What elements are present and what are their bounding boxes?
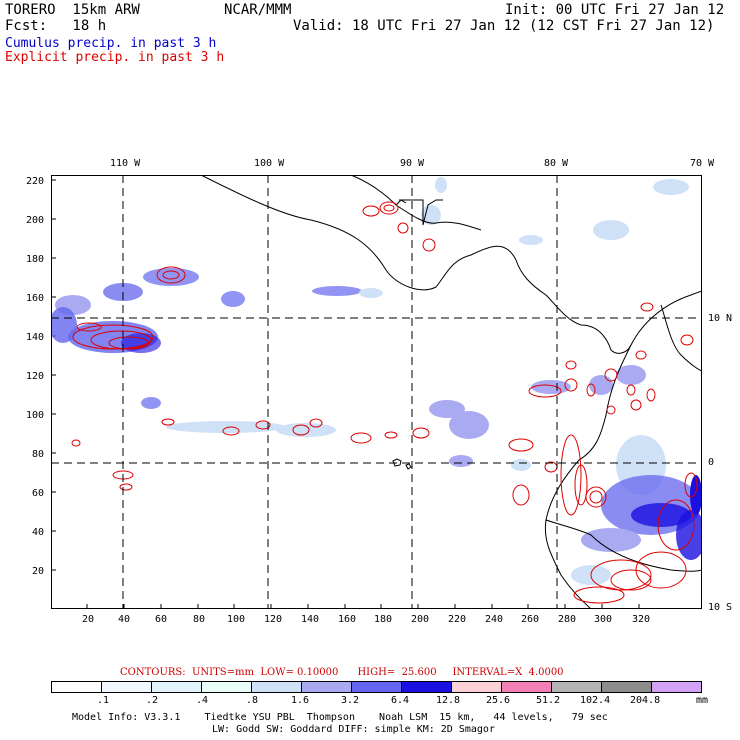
legend-swatch <box>552 682 602 692</box>
legend-swatch <box>302 682 352 692</box>
x-tick: 200 <box>411 614 430 625</box>
lon-label-110w: 110 W <box>110 158 141 169</box>
contours-info: CONTOURS: UNITS=mm LOW= 0.10000 HIGH= 25… <box>120 667 564 678</box>
y-tick: 160 <box>26 293 45 304</box>
coastlines <box>200 175 702 609</box>
x-tick: 100 <box>227 614 246 625</box>
x-tick: 40 <box>118 614 131 625</box>
lon-label-100w: 100 W <box>254 158 285 169</box>
y-tick: 140 <box>26 332 45 343</box>
legend-swatch <box>402 682 452 692</box>
valid-time: Valid: 18 UTC Fri 27 Jan 12 (12 CST Fri … <box>293 18 715 34</box>
x-tick: 160 <box>338 614 357 625</box>
x-tick: 140 <box>301 614 320 625</box>
physics-info: LW: Godd SW: Goddard DIFF: simple KM: 2D… <box>212 724 495 735</box>
y-tick: 20 <box>32 566 45 577</box>
y-tick: 40 <box>32 527 45 538</box>
legend-swatch <box>652 682 701 692</box>
legend-label: 204.8 <box>630 695 661 706</box>
legend-label: 51.2 <box>536 695 561 706</box>
org-label: NCAR/MMM <box>224 2 292 18</box>
legend-label: 3.2 <box>341 695 360 706</box>
lat-label-10n: 10 N <box>708 313 733 324</box>
y-tick: 80 <box>32 449 45 460</box>
legend-label: 12.8 <box>436 695 461 706</box>
lon-label-80w: 80 W <box>544 158 569 169</box>
x-tick: 260 <box>521 614 540 625</box>
legend-swatch <box>52 682 102 692</box>
field-cumulus-label: Cumulus precip. in past 3 h <box>5 36 217 51</box>
map-plot <box>51 175 702 609</box>
legend-swatch <box>102 682 152 692</box>
y-tick: 200 <box>26 215 45 226</box>
x-tick: 320 <box>632 614 651 625</box>
field-explicit-label: Explicit precip. in past 3 h <box>5 50 225 65</box>
x-tick: 80 <box>193 614 206 625</box>
legend-swatch <box>452 682 502 692</box>
y-tick: 220 <box>26 176 45 187</box>
legend-unit: mm <box>696 695 709 706</box>
legend-label: 1.6 <box>291 695 310 706</box>
init-time: Init: 00 UTC Fri 27 Jan 12 <box>505 2 725 18</box>
map-border <box>51 175 702 609</box>
legend-swatch <box>202 682 252 692</box>
explicit-precip-contours <box>71 201 698 604</box>
legend-label: .8 <box>246 695 259 706</box>
legend-label: .2 <box>146 695 159 706</box>
legend-label: 6.4 <box>391 695 410 706</box>
legend-swatch <box>602 682 652 692</box>
legend-swatch <box>152 682 202 692</box>
legend-swatch <box>252 682 302 692</box>
x-tick: 20 <box>82 614 95 625</box>
lat-label-0: 0 <box>708 457 715 468</box>
forecast-hour: Fcst: 18 h <box>5 18 107 34</box>
color-legend-bar <box>51 681 702 693</box>
legend-swatch <box>502 682 552 692</box>
model-title: TORERO 15km ARW <box>5 2 140 18</box>
x-tick: 60 <box>155 614 168 625</box>
x-tick: 280 <box>558 614 577 625</box>
x-tick: 300 <box>594 614 613 625</box>
legend-label: 102.4 <box>580 695 611 706</box>
x-tick: 120 <box>264 614 283 625</box>
legend-swatch <box>352 682 402 692</box>
axis-ticks <box>51 179 640 609</box>
lat-lon-grid <box>51 175 702 609</box>
model-info: Model Info: V3.3.1 Tiedtke YSU PBL Thomp… <box>72 712 608 723</box>
cumulus-precip-shading <box>51 177 702 585</box>
y-tick: 100 <box>26 410 45 421</box>
lon-label-90w: 90 W <box>400 158 425 169</box>
y-tick: 180 <box>26 254 45 265</box>
lat-label-10s: 10 S <box>708 602 733 613</box>
x-tick: 220 <box>448 614 467 625</box>
lon-label-70w: 70 W <box>690 158 715 169</box>
legend-label: .4 <box>196 695 209 706</box>
x-tick: 240 <box>485 614 504 625</box>
y-tick: 120 <box>26 371 45 382</box>
x-tick: 180 <box>374 614 393 625</box>
legend-label: 25.6 <box>486 695 511 706</box>
y-tick: 60 <box>32 488 45 499</box>
legend-label: .1 <box>97 695 110 706</box>
